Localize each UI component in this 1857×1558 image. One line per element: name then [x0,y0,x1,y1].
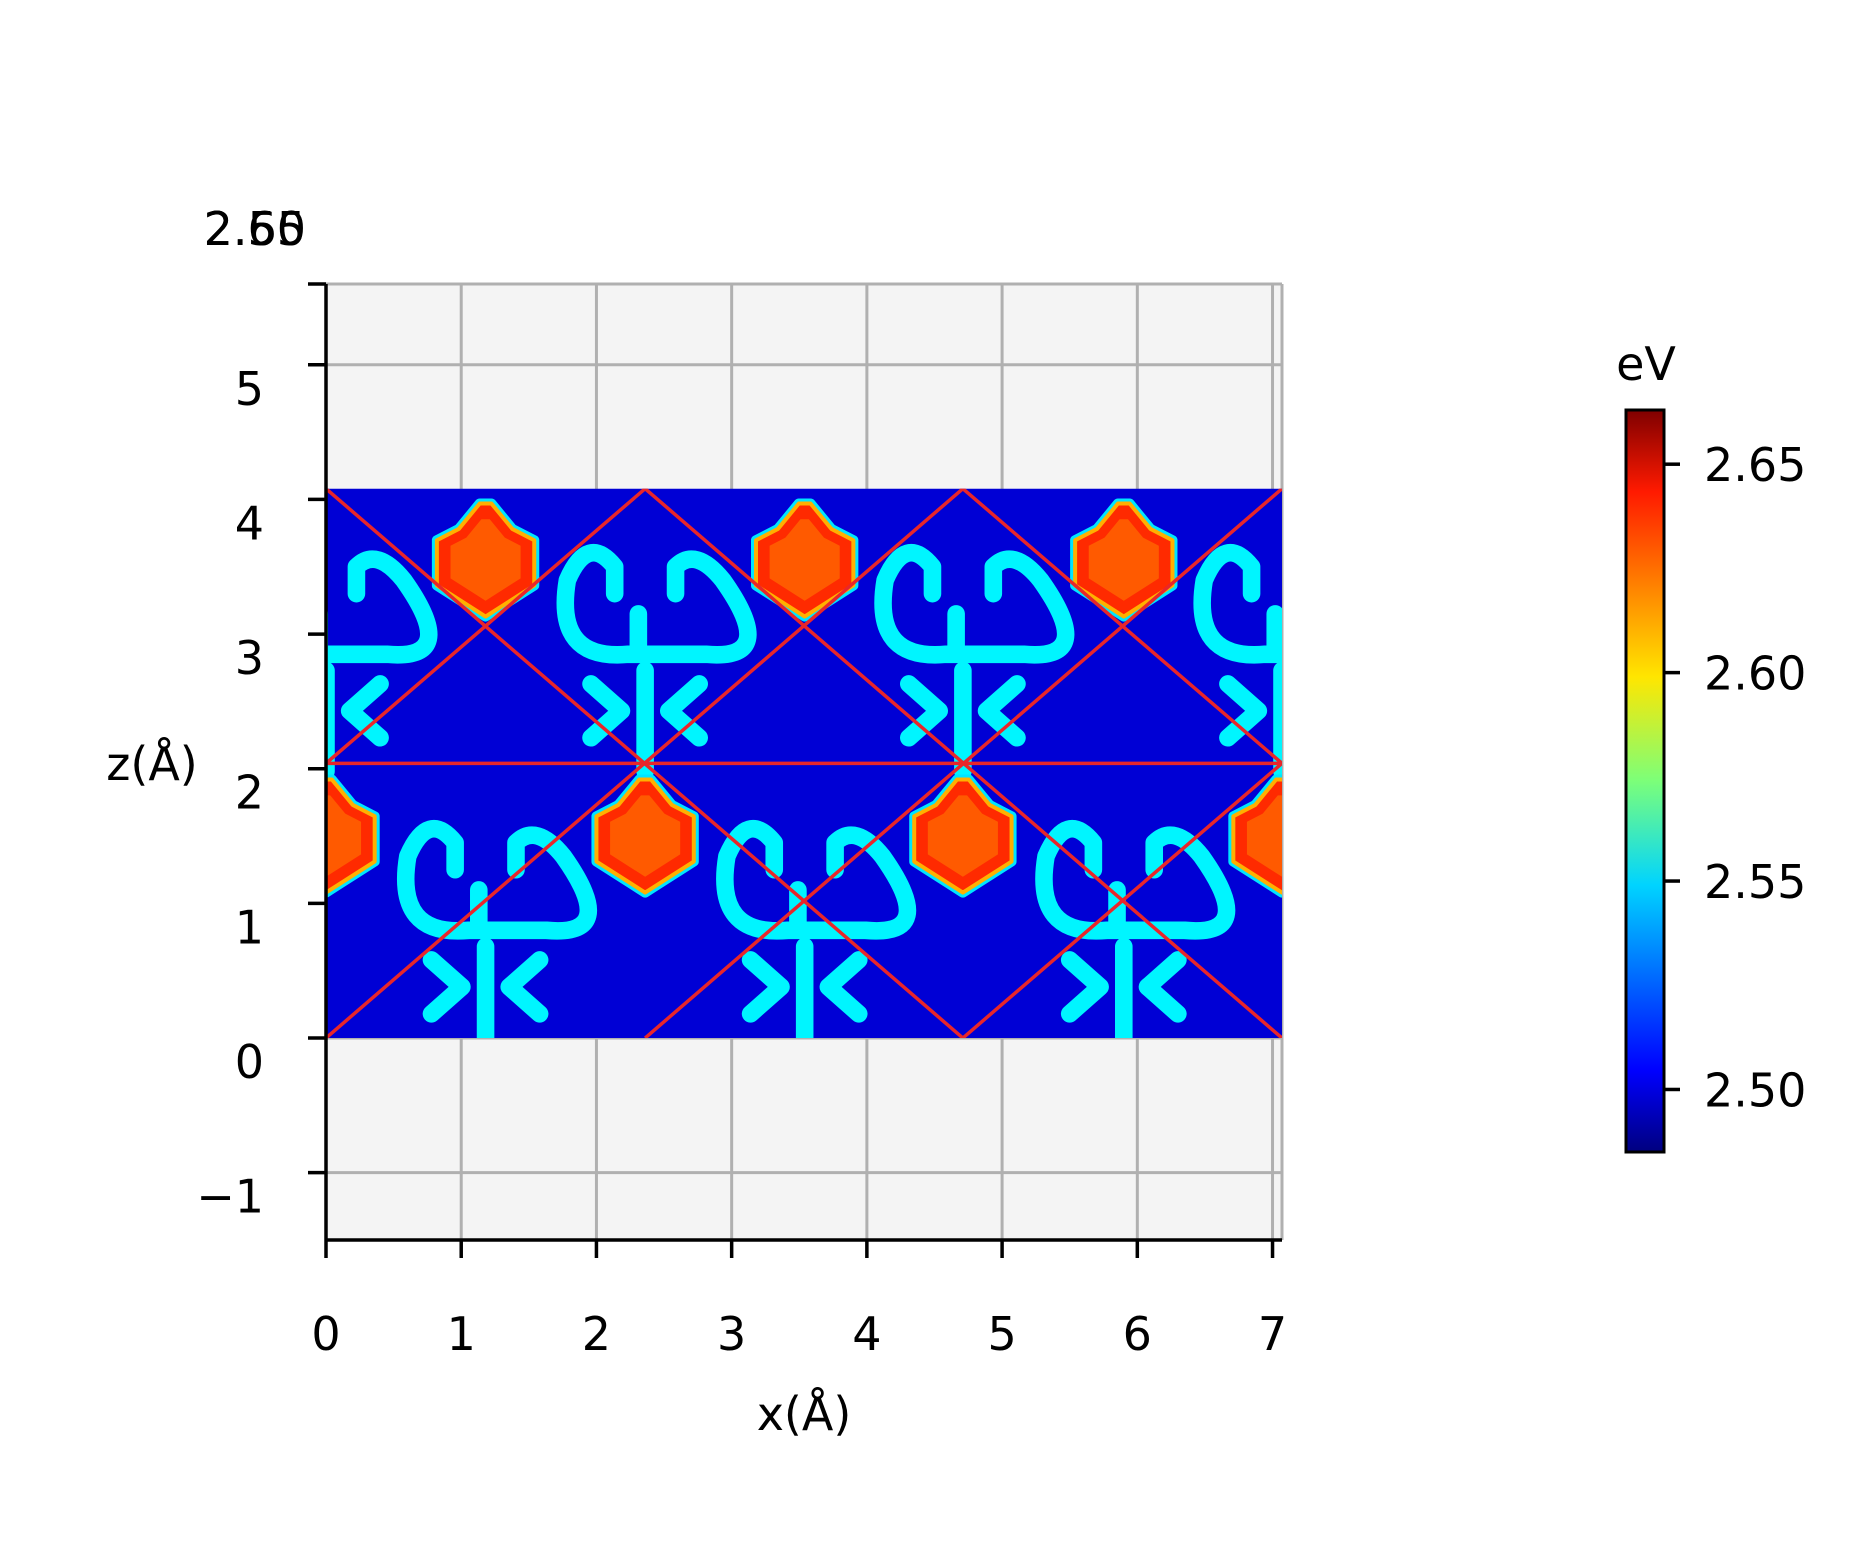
overlay-line [326,488,647,765]
mid-level-feature [716,820,917,1039]
y-tick-label: 2 [235,766,264,820]
x-tick-label: 1 [447,1307,476,1361]
colorbar-tick-label: 2.50 [1704,1063,1806,1117]
y-tick-label: −1 [196,1170,264,1224]
x-tick-label: 0 [311,1307,340,1361]
high-level-feature [431,498,540,622]
mid-level-feature [1035,820,1236,1039]
colorbar-gradient [1624,408,1666,1154]
x-tick-label: 7 [1258,1307,1287,1361]
high-level-feature [326,774,380,898]
high-level-feature [591,774,699,898]
high-level-feature [1070,498,1178,622]
high-level-feature [1228,774,1282,898]
mid-level-feature [396,820,598,1039]
x-tick-label: 2 [582,1307,611,1361]
high-level-feature [750,498,859,622]
top-overlap-label-1: 2.60 [204,202,306,256]
mid-level-feature [1193,544,1282,781]
colorbar: eV 2.50 2.55 2.60 2.65 [1616,337,1806,1154]
mid-level-feature [556,544,757,781]
y-tick-label: 1 [235,900,264,954]
overlay-line [961,762,1282,1039]
colorbar-label: eV [1616,337,1676,391]
mid-level-feature [874,544,1075,781]
overlay-lines [326,488,1282,1039]
colorbar-tick-label: 2.60 [1704,647,1806,701]
y-axis-ticks: −1 0 1 2 3 4 5 [196,362,326,1224]
y-tick-label: 4 [235,496,264,550]
x-tick-label: 3 [717,1307,746,1361]
high-level-feature [909,774,1017,898]
heatmap-image [326,488,1282,1039]
x-axis-label: x(Å) [757,1387,852,1441]
x-tick-label: 6 [1123,1307,1152,1361]
x-tick-label: 4 [852,1307,881,1361]
y-tick-label: 5 [235,362,264,416]
axes [308,282,1282,1242]
overlapping-top-labels: 2.60 2.55 [204,202,306,256]
mid-level-feature [326,550,438,781]
colorbar-tick-label: 2.65 [1704,438,1806,492]
colorbar-ticks: 2.50 2.55 2.60 2.65 [1664,438,1806,1117]
y-tick-label: 3 [235,631,264,685]
y-tick-label: 0 [235,1035,264,1089]
colorbar-tick-label: 2.55 [1704,855,1806,909]
top-overlap-label-2: 2.55 [204,202,306,256]
x-axis-ticks: 0 1 2 3 4 5 6 7 [311,1240,1287,1361]
y-axis-label: z(Å) [106,737,198,791]
x-tick-label: 5 [987,1307,1016,1361]
